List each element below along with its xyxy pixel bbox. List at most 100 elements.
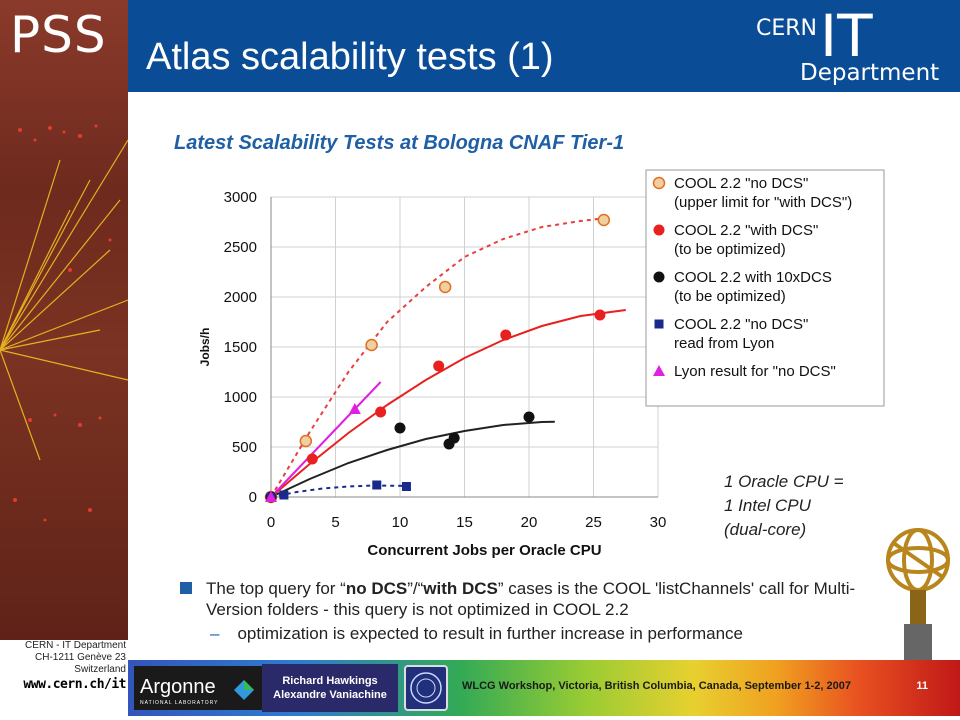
bullet-text: The top query for “no DCS”/“with DCS” ca…: [206, 578, 880, 620]
cern-it-logo: CERN IT Department: [748, 6, 948, 86]
legend-label: (upper limit for "with DCS"): [674, 194, 852, 211]
address-line-3: Switzerland: [74, 664, 126, 675]
x-tick-label: 10: [392, 514, 409, 531]
legend-marker-1: [653, 224, 665, 236]
argonne-subtitle: NATIONAL LABORATORY: [140, 700, 219, 706]
argonne-logo: Argonne NATIONAL LABORATORY: [134, 666, 262, 710]
data-point-series-1: [375, 406, 387, 418]
legend-marker-3: [654, 319, 664, 329]
x-tick-label: 30: [650, 514, 667, 531]
data-point-series-1: [500, 329, 512, 341]
data-point-series-4: [348, 403, 361, 414]
data-point-series-1: [306, 453, 318, 465]
bullet-suffix: ” cases is the COOL 'listChannels' call …: [206, 579, 856, 619]
left-decorative-strip: PSS: [0, 0, 128, 640]
y-tick-label: 2500: [224, 239, 257, 256]
atlas-statue-image: [876, 520, 960, 670]
cpu-note-line: 1 Oracle CPU =: [724, 472, 844, 491]
legend-label: COOL 2.2 "no DCS": [674, 175, 808, 192]
data-points: [264, 213, 611, 504]
data-point-series-2: [523, 411, 535, 423]
department-logo-text: Department: [800, 60, 940, 86]
cern-emblem-icon: [410, 672, 442, 704]
legend-marker-0: [652, 176, 666, 190]
legend-marker-4: [653, 365, 665, 376]
chart-legend: COOL 2.2 "no DCS" (upper limit for "with …: [645, 169, 885, 407]
x-tick-label: 20: [521, 514, 538, 531]
cpu-note: 1 Oracle CPU = 1 Intel CPU (dual-core): [724, 472, 844, 539]
workshop-info: WLCG Workshop, Victoria, British Columbi…: [462, 680, 851, 692]
particle-tracks-image: [0, 124, 128, 522]
bullet-prefix: The top query for “: [206, 579, 346, 598]
y-tick-label: 3000: [224, 189, 257, 206]
sub-bullet-text: optimization is expected to result in fu…: [237, 624, 743, 643]
trend-line-series-4: [270, 381, 382, 498]
y-axis-label: Jobs/h: [198, 328, 212, 367]
legend-label: Lyon result for "no DCS": [674, 363, 836, 380]
x-tick-label: 5: [331, 514, 339, 531]
speaker-2: Alexandre Vaniachine: [273, 689, 387, 701]
x-tick-label: 15: [456, 514, 473, 531]
data-point-series-0: [365, 338, 378, 352]
data-point-series-0: [299, 434, 313, 448]
footer-banner: Argonne NATIONAL LABORATORY Richard Hawk…: [128, 660, 960, 716]
x-axis-label: Concurrent Jobs per Oracle CPU: [367, 542, 601, 559]
cpu-note-line: (dual-core): [724, 520, 806, 539]
trend-lines: [270, 217, 626, 498]
page-number: 11: [916, 680, 928, 692]
bullet-marker: [180, 582, 192, 594]
slide-title: Atlas scalability tests (1): [146, 36, 554, 78]
argonne-name: Argonne: [140, 676, 216, 698]
bullet-mid: ”/“: [407, 579, 424, 598]
legend-marker-2: [653, 271, 665, 283]
atlas-globe-icon: [886, 528, 950, 664]
y-tick-label: 0: [249, 489, 257, 506]
cern-logo-text: CERN: [756, 16, 818, 41]
axis-ticks: 0 500 1000 1500 2000 2500 3000 0 5 10 15 20 25 30: [224, 189, 667, 531]
data-point-series-1: [433, 360, 445, 372]
bullet-bold-no-dcs: no DCS: [345, 579, 408, 598]
data-point-series-3: [401, 482, 411, 491]
data-point-series-3: [372, 480, 382, 490]
cern-circle-icon: [404, 665, 448, 711]
speaker-1: Richard Hawkings: [282, 675, 378, 687]
chart-image: 0 500 1000 1500 2000 2500 3000 0 5 10 15 20 25 30 Con…: [150, 100, 956, 576]
x-tick-label: 0: [267, 514, 275, 531]
sub-bullet-item: – optimization is expected to result in …: [180, 623, 880, 644]
y-tick-label: 1500: [224, 339, 257, 356]
bullet-item: The top query for “no DCS”/“with DCS” ca…: [180, 578, 880, 620]
y-tick-label: 2000: [224, 289, 257, 306]
argonne-triangle-icon: [234, 680, 254, 700]
speakers-box: Richard Hawkings Alexandre Vaniachine: [262, 664, 398, 712]
cpu-note-line: 1 Intel CPU: [724, 496, 812, 515]
legend-label: COOL 2.2 "no DCS": [674, 316, 808, 333]
pss-logo: PSS: [10, 6, 107, 64]
bullet-bold-with-dcs: with DCS: [423, 579, 498, 598]
y-tick-label: 500: [232, 439, 257, 456]
data-point-series-2: [394, 422, 406, 434]
trend-line-series-3: [270, 484, 413, 498]
cern-address: CERN - IT Department CH-1211 Genève 23 S…: [0, 640, 128, 720]
legend-label: COOL 2.2 "with DCS": [674, 222, 818, 239]
data-point-series-0: [438, 280, 452, 294]
chart-grid: [270, 196, 659, 498]
cern-url[interactable]: www.cern.ch/it: [23, 677, 126, 692]
legend-label: COOL 2.2 with 10xDCS: [674, 269, 832, 286]
chart-title: Latest Scalability Tests at Bologna CNAF…: [174, 132, 625, 154]
it-logo-text: IT: [820, 2, 873, 70]
data-point-series-2: [448, 432, 460, 444]
data-point-series-4: [265, 491, 277, 502]
legend-label: (to be optimized): [674, 288, 786, 305]
data-point-series-0: [597, 213, 611, 227]
x-tick-label: 25: [585, 514, 602, 531]
data-point-series-1: [594, 309, 606, 321]
legend-label: read from Lyon: [674, 335, 774, 352]
address-line-1: CERN - IT Department: [25, 640, 126, 651]
dash-marker: –: [210, 624, 220, 643]
address-line-2: CH-1211 Genève 23: [35, 652, 126, 663]
trend-line-series-1: [270, 309, 626, 498]
y-tick-label: 1000: [224, 389, 257, 406]
bullet-list: The top query for “no DCS”/“with DCS” ca…: [180, 578, 880, 644]
trend-line-series-2: [270, 420, 555, 498]
